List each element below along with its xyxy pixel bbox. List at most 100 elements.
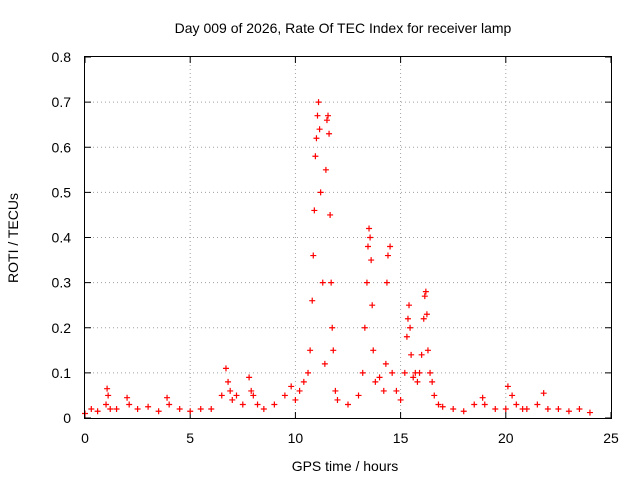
data-point — [450, 405, 457, 412]
data-point — [312, 153, 319, 160]
data-point — [355, 392, 362, 399]
data-point — [288, 383, 295, 390]
data-point — [325, 112, 332, 119]
data-point — [384, 252, 391, 259]
y-tick-label: 0.2 — [52, 320, 72, 336]
data-point — [315, 99, 322, 106]
data-point — [586, 409, 593, 416]
data-point — [418, 351, 425, 358]
data-point — [364, 243, 371, 250]
data-point — [309, 297, 316, 304]
data-point — [334, 396, 341, 403]
data-point — [176, 405, 183, 412]
data-point — [329, 324, 336, 331]
data-point — [406, 302, 413, 309]
data-points — [82, 99, 593, 417]
x-tick-label: 10 — [288, 430, 304, 446]
data-point — [420, 315, 427, 322]
data-point — [380, 387, 387, 394]
data-point — [254, 401, 261, 408]
data-point — [479, 394, 486, 401]
y-tick-label: 0.1 — [52, 365, 72, 381]
data-point — [565, 408, 572, 415]
data-point — [321, 360, 328, 367]
data-point — [166, 401, 173, 408]
data-point — [439, 403, 446, 410]
data-point — [229, 396, 236, 403]
data-point — [124, 394, 131, 401]
x-axis-label: GPS time / hours — [292, 458, 399, 474]
data-point — [319, 279, 326, 286]
data-point — [492, 405, 499, 412]
x-tick-label: 25 — [603, 430, 619, 446]
data-point — [305, 369, 312, 376]
data-point — [88, 405, 95, 412]
plot-frame — [84, 56, 612, 419]
data-point — [397, 396, 404, 403]
data-point — [134, 405, 141, 412]
data-point — [509, 392, 516, 399]
data-point — [404, 315, 411, 322]
tick-labels: 0 5 10 15 20 25 0 0.1 0.2 0.3 0.4 0.5 0.6 0.7 0.8 — [52, 49, 619, 446]
data-point — [367, 234, 374, 241]
data-point — [369, 302, 376, 309]
x-tick-label: 20 — [498, 430, 514, 446]
data-point — [327, 211, 334, 218]
data-point — [513, 401, 520, 408]
data-point — [260, 405, 267, 412]
data-point — [376, 374, 383, 381]
data-point — [311, 207, 318, 214]
data-point — [382, 360, 389, 367]
data-point — [366, 225, 373, 232]
data-point — [113, 405, 120, 412]
data-point — [427, 369, 434, 376]
data-point — [314, 112, 321, 119]
data-point — [403, 333, 410, 340]
data-point — [307, 347, 314, 354]
data-point — [296, 387, 303, 394]
data-point — [233, 392, 240, 399]
data-point — [310, 252, 317, 259]
data-point — [424, 347, 431, 354]
data-point — [414, 378, 421, 385]
data-point — [410, 374, 417, 381]
data-point — [368, 257, 375, 264]
data-point — [271, 401, 278, 408]
data-point — [164, 394, 171, 401]
data-point — [502, 405, 509, 412]
data-point — [540, 390, 547, 397]
data-point — [534, 401, 541, 408]
x-tick-label: 5 — [186, 430, 194, 446]
data-point — [393, 387, 400, 394]
chart-title: Day 009 of 2026, Rate Of TEC Index for r… — [175, 20, 512, 36]
y-tick-label: 0.8 — [52, 49, 72, 65]
data-point — [155, 408, 162, 415]
y-axis-label: ROTI / TECUs — [5, 193, 21, 283]
data-point — [387, 243, 394, 250]
data-point — [323, 117, 330, 124]
data-point — [523, 405, 530, 412]
data-point — [421, 293, 428, 300]
data-point — [576, 405, 583, 412]
data-point — [429, 378, 436, 385]
data-point — [361, 324, 368, 331]
data-point — [460, 408, 467, 415]
data-point — [292, 396, 299, 403]
data-point — [481, 401, 488, 408]
data-point — [225, 378, 232, 385]
data-point — [145, 403, 152, 410]
x-tick-label: 0 — [81, 430, 89, 446]
data-point — [103, 401, 110, 408]
data-point — [187, 408, 194, 415]
data-point — [416, 369, 423, 376]
data-point — [300, 378, 307, 385]
data-point — [239, 401, 246, 408]
data-point — [281, 392, 288, 399]
data-point — [332, 387, 339, 394]
data-point — [326, 130, 333, 137]
y-tick-label: 0.7 — [52, 94, 72, 110]
data-point — [431, 392, 438, 399]
data-point — [208, 405, 215, 412]
y-tick-label: 0.3 — [52, 275, 72, 291]
